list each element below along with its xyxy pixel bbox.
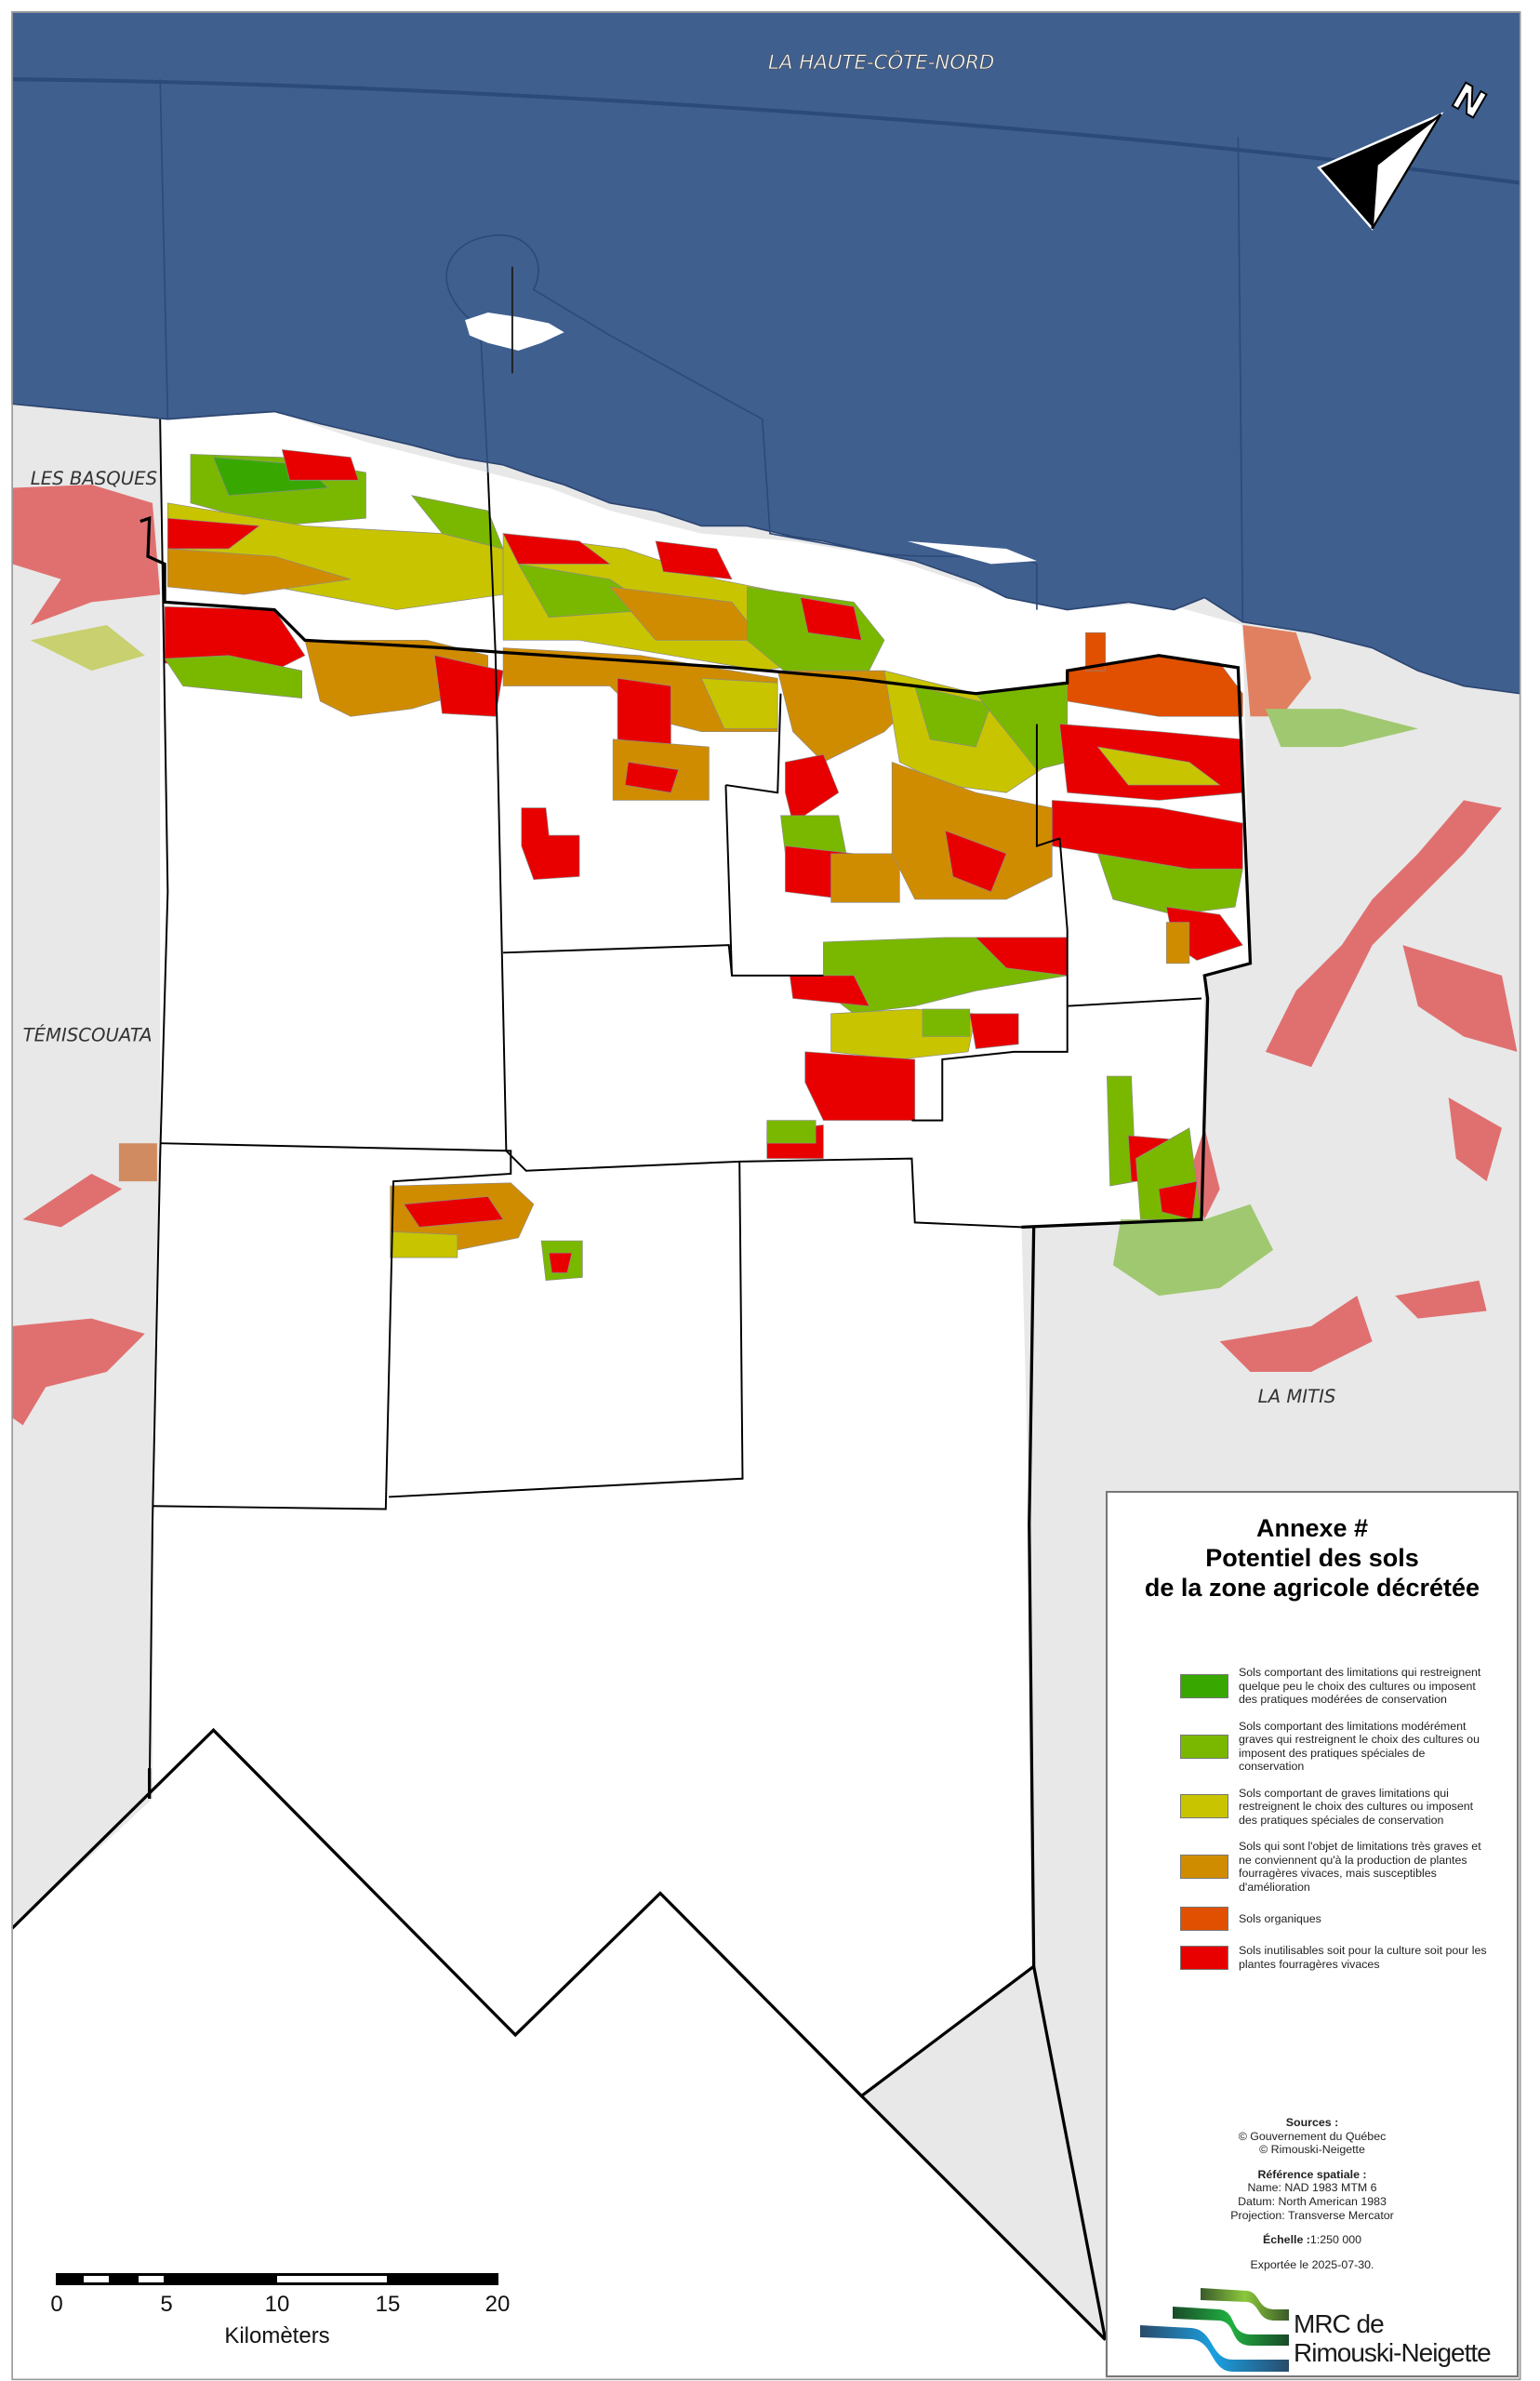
island-east [907, 540, 1037, 565]
outside-triangle [861, 1966, 1106, 2340]
logo-waves-icon [1140, 2288, 1289, 2372]
reference-line: Datum: North American 1983 [1238, 2194, 1387, 2208]
scale-bar: 0 5 10 15 20 Kilomèters [50, 2260, 510, 2353]
mrc-territory [12, 411, 1251, 2380]
scale-tick: 20 [485, 2292, 511, 2317]
legend-item: Sols inutilisables soit pour la culture … [1180, 1944, 1496, 1971]
scale-tick: 15 [375, 2292, 401, 2317]
title-line-3: de la zone agricole décrétée [1144, 1574, 1480, 1602]
reference-line: Name: NAD 1983 MTM 6 [1247, 2181, 1377, 2195]
scale-tick: 5 [160, 2292, 173, 2317]
municipal-boundaries [10, 419, 1253, 2341]
legend-swatch [1180, 1794, 1228, 1819]
reference-title: Référence spatiale : [1257, 2167, 1367, 2181]
sea-boundaries [12, 77, 1520, 622]
legend-swatch [1180, 1945, 1228, 1970]
reference-line: Projection: Transverse Mercator [1230, 2208, 1394, 2222]
legend-item: Sols organiques [1180, 1907, 1496, 1931]
legend-item: Sols qui sont l'objet de limitations trè… [1180, 1840, 1496, 1894]
label-haute-cote-nord: LA HAUTE-CÔTE-NORD [768, 50, 994, 74]
export-date: Exportée le 2025-07-30. [1250, 2257, 1374, 2271]
source-line: © Gouvernement du Québec [1238, 2129, 1387, 2143]
legend-label: Sols comportant des limitations qui rest… [1239, 1666, 1481, 1706]
label-temiscouata: TÉMISCOUATA [23, 1024, 153, 1045]
label-la-mitis: LA MITIS [1258, 1386, 1336, 1407]
legend-label: Sols inutilisables soit pour la culture … [1239, 1944, 1487, 1971]
legend-item: Sols comportant des limitations qui rest… [1180, 1666, 1496, 1707]
logo-line-2: Rimouski-Neigette [1294, 2338, 1492, 2367]
legend-swatch [1180, 1855, 1228, 1879]
scale-tick: 0 [50, 2292, 63, 2317]
legend-metadata: Sources : © Gouvernement du Québec © Rim… [1108, 2116, 1517, 2282]
agricultural-parcels [164, 449, 1243, 1282]
legend-label: Sols qui sont l'objet de limitations trè… [1239, 1840, 1481, 1894]
map-frame [11, 11, 1521, 2381]
scale-tick: 10 [264, 2292, 290, 2317]
logo-line-1: MRC de [1294, 2309, 1385, 2338]
sea [11, 11, 1521, 695]
sources-title: Sources : [1285, 2116, 1339, 2129]
legend-label: Sols organiques [1239, 1911, 1321, 1925]
legend-swatch [1180, 1907, 1228, 1931]
scale-title: Échelle : [1262, 2233, 1310, 2247]
mrc-logo: MRC de Rimouski-Neigette [1135, 2283, 1498, 2376]
scale-bar-graphic [56, 2273, 498, 2285]
logo-text: MRC de Rimouski-Neigette [1294, 2309, 1492, 2367]
legend-panel: Annexe # Potentiel des sols de la zone a… [1106, 1491, 1519, 2377]
legend-swatch [1180, 1673, 1228, 1698]
legend-title: Annexe # Potentiel des sols de la zone a… [1108, 1513, 1517, 1603]
legend-swatch [1180, 1734, 1228, 1759]
legend-item: Sols comportant des limitations modéréme… [1180, 1720, 1496, 1774]
legend-item: Sols comportant de graves limitations qu… [1180, 1787, 1496, 1828]
title-line-1: Annexe # [1255, 1514, 1369, 1542]
label-les-basques: LES BASQUES [31, 468, 157, 489]
title-line-2: Potentiel des sols [1205, 1544, 1419, 1572]
scale-unit: Kilomèters [224, 2323, 330, 2348]
source-line: © Rimouski-Neigette [1259, 2143, 1365, 2157]
legend-label: Sols comportant de graves limitations qu… [1239, 1786, 1474, 1827]
island [465, 312, 564, 351]
scale-value: 1:250 000 [1309, 2233, 1362, 2247]
legend-items: Sols comportant des limitations qui rest… [1180, 1666, 1496, 1984]
legend-label: Sols comportant des limitations modéréme… [1239, 1719, 1480, 1774]
